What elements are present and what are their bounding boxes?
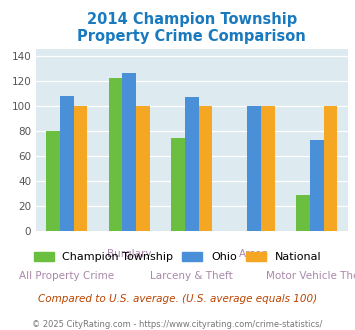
Bar — [247, 106, 261, 231]
Text: Motor Vehicle Theft: Motor Vehicle Theft — [266, 271, 355, 281]
Bar — [310, 140, 323, 231]
Bar — [198, 106, 212, 231]
Bar — [323, 106, 337, 231]
Title: 2014 Champion Township
Property Crime Comparison: 2014 Champion Township Property Crime Co… — [77, 12, 306, 44]
Text: All Property Crime: All Property Crime — [19, 271, 114, 281]
Bar — [46, 131, 60, 231]
Bar — [122, 73, 136, 231]
Text: © 2025 CityRating.com - https://www.cityrating.com/crime-statistics/: © 2025 CityRating.com - https://www.city… — [32, 319, 323, 329]
Text: Larceny & Theft: Larceny & Theft — [150, 271, 233, 281]
Bar — [136, 106, 150, 231]
Bar — [109, 78, 122, 231]
Bar — [185, 97, 198, 231]
Text: Compared to U.S. average. (U.S. average equals 100): Compared to U.S. average. (U.S. average … — [38, 294, 317, 304]
Legend: Champion Township, Ohio, National: Champion Township, Ohio, National — [29, 248, 326, 267]
Bar — [171, 138, 185, 231]
Text: Burglary: Burglary — [107, 249, 152, 259]
Bar — [261, 106, 275, 231]
Bar — [296, 195, 310, 231]
Bar — [60, 96, 73, 231]
Bar — [73, 106, 87, 231]
Text: Arson: Arson — [239, 249, 269, 259]
